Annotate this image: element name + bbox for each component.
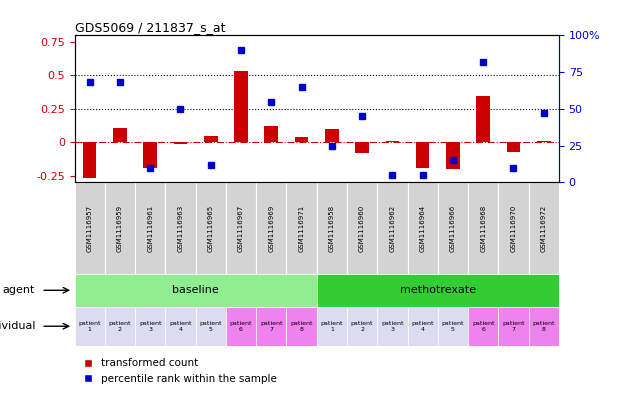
- Bar: [174, 142, 188, 144]
- Bar: [317, 307, 347, 346]
- Text: GSM1116960: GSM1116960: [359, 205, 365, 252]
- Text: patient
8: patient 8: [533, 321, 555, 332]
- Text: GDS5069 / 211837_s_at: GDS5069 / 211837_s_at: [75, 21, 225, 34]
- Text: patient
2: patient 2: [351, 321, 373, 332]
- Bar: [528, 307, 559, 346]
- Text: patient
5: patient 5: [199, 321, 222, 332]
- Bar: [347, 307, 378, 346]
- Bar: [498, 307, 528, 346]
- Bar: [234, 72, 248, 142]
- Bar: [165, 182, 196, 274]
- Text: patient
7: patient 7: [260, 321, 283, 332]
- Bar: [135, 307, 165, 346]
- Text: patient
1: patient 1: [320, 321, 343, 332]
- Bar: [135, 182, 165, 274]
- Bar: [507, 142, 520, 152]
- Text: patient
5: patient 5: [442, 321, 464, 332]
- Text: GSM1116958: GSM1116958: [329, 205, 335, 252]
- Bar: [446, 142, 460, 169]
- Bar: [317, 182, 347, 274]
- Legend: transformed count, percentile rank within the sample: transformed count, percentile rank withi…: [79, 354, 281, 388]
- Text: patient
6: patient 6: [472, 321, 494, 332]
- Text: GSM1116964: GSM1116964: [420, 205, 425, 252]
- Bar: [286, 307, 317, 346]
- Text: GSM1116967: GSM1116967: [238, 205, 244, 252]
- Bar: [407, 307, 438, 346]
- Text: individual: individual: [0, 321, 35, 331]
- Bar: [468, 307, 498, 346]
- Text: GSM1116957: GSM1116957: [87, 205, 93, 252]
- Bar: [105, 182, 135, 274]
- Text: GSM1116965: GSM1116965: [208, 205, 214, 252]
- Text: GSM1116969: GSM1116969: [268, 205, 274, 252]
- Text: GSM1116972: GSM1116972: [541, 205, 546, 252]
- Bar: [407, 182, 438, 274]
- Text: GSM1116959: GSM1116959: [117, 205, 123, 252]
- Bar: [75, 182, 105, 274]
- Text: patient
3: patient 3: [139, 321, 161, 332]
- Bar: [256, 307, 286, 346]
- Text: GSM1116966: GSM1116966: [450, 205, 456, 252]
- Bar: [105, 307, 135, 346]
- Bar: [196, 182, 226, 274]
- Bar: [355, 142, 369, 153]
- Text: patient
3: patient 3: [381, 321, 404, 332]
- Bar: [325, 129, 338, 142]
- Text: agent: agent: [2, 285, 35, 295]
- Text: patient
2: patient 2: [109, 321, 131, 332]
- Text: patient
4: patient 4: [170, 321, 192, 332]
- Text: baseline: baseline: [172, 285, 219, 295]
- Bar: [528, 182, 559, 274]
- Bar: [317, 274, 559, 307]
- Bar: [476, 95, 490, 142]
- Text: GSM1116968: GSM1116968: [480, 205, 486, 252]
- Bar: [378, 182, 407, 274]
- Bar: [347, 182, 378, 274]
- Bar: [143, 142, 157, 168]
- Bar: [438, 307, 468, 346]
- Bar: [83, 142, 96, 178]
- Bar: [204, 136, 217, 142]
- Text: patient
4: patient 4: [412, 321, 434, 332]
- Bar: [295, 137, 309, 142]
- Bar: [386, 141, 399, 142]
- Bar: [196, 307, 226, 346]
- Bar: [286, 182, 317, 274]
- Bar: [265, 126, 278, 142]
- Bar: [256, 182, 286, 274]
- Bar: [226, 182, 256, 274]
- Text: methotrexate: methotrexate: [400, 285, 476, 295]
- Bar: [75, 274, 317, 307]
- Bar: [75, 307, 105, 346]
- Bar: [165, 307, 196, 346]
- Text: GSM1116971: GSM1116971: [299, 205, 304, 252]
- Text: patient
1: patient 1: [78, 321, 101, 332]
- Bar: [226, 307, 256, 346]
- Bar: [416, 142, 430, 168]
- Bar: [378, 307, 407, 346]
- Text: GSM1116970: GSM1116970: [510, 205, 517, 252]
- Bar: [537, 141, 551, 142]
- Bar: [113, 128, 127, 142]
- Text: GSM1116963: GSM1116963: [178, 205, 183, 252]
- Bar: [468, 182, 498, 274]
- Text: GSM1116962: GSM1116962: [389, 205, 396, 252]
- Text: GSM1116961: GSM1116961: [147, 205, 153, 252]
- Text: patient
6: patient 6: [230, 321, 252, 332]
- Bar: [438, 182, 468, 274]
- Bar: [498, 182, 528, 274]
- Text: patient
7: patient 7: [502, 321, 525, 332]
- Text: patient
8: patient 8: [291, 321, 313, 332]
